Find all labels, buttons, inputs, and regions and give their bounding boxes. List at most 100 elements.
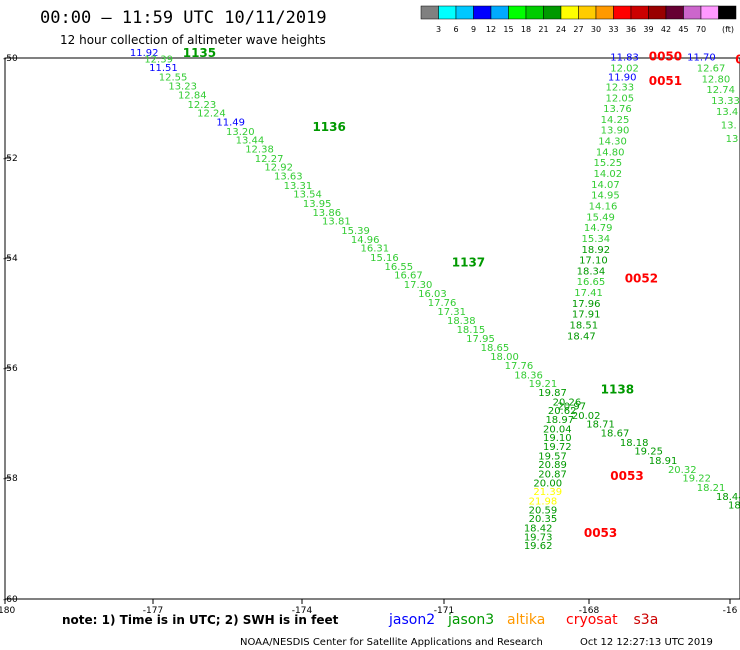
colorbar-tick-label: 3: [436, 25, 441, 34]
swh-value-label: 19.57: [538, 451, 567, 462]
swh-value-label: 11.70: [687, 53, 716, 64]
pass-number-label: 1135: [183, 46, 216, 60]
swh-value-label: 12.39: [144, 54, 173, 65]
swh-value-label: 19.21: [529, 379, 558, 390]
swh-value-label: 12.80: [702, 74, 731, 85]
colorbar-tick-label: 30: [591, 25, 601, 34]
colorbar-tick-label: 18: [521, 25, 531, 34]
track-1135-1138: 11.9212.3911.5112.5513.2312.8412.2312.24…: [130, 48, 740, 512]
pass-number-label: 0: [735, 52, 740, 66]
footer-credit: NOAA/NESDIS Center for Satellite Applica…: [240, 637, 543, 648]
page-subtitle: 12 hour collection of altimeter wave hei…: [60, 33, 326, 47]
colorbar-swatch: [683, 5, 702, 20]
swh-value-label: 18.00: [490, 352, 519, 363]
swh-value-label: 18.97: [545, 415, 574, 426]
colorbar-swatch: [595, 5, 614, 20]
swh-value-label: 18.65: [481, 343, 510, 354]
swh-value-label: 17.76: [505, 361, 534, 372]
swh-value-label: 14.16: [589, 201, 618, 212]
swh-value-label: 13.86: [312, 208, 341, 219]
swh-value-label: 20.26: [553, 397, 582, 408]
satellite-legend: jason2 jason3 altika cryosat s3a: [388, 612, 658, 628]
swh-value-label: 14.95: [591, 191, 620, 202]
swh-value-label: 17.41: [574, 288, 603, 299]
swh-value-label: 17.91: [572, 310, 601, 321]
swh-value-label: 18.42: [524, 523, 553, 534]
swh-value-label: 20.62: [548, 406, 577, 417]
swh-value-label: 20.02: [572, 411, 601, 422]
colorbar-tick-label: 70: [696, 25, 706, 34]
pass-number-label: 1137: [452, 255, 485, 269]
swh-value-label: 19.10: [543, 433, 572, 444]
swh-value-label: 19.25: [634, 447, 663, 458]
swh-value-label: 18.18: [620, 438, 649, 449]
y-tick-label: -52: [3, 154, 18, 164]
swh-value-label: 14.07: [591, 180, 620, 191]
swh-value-label: 12.23: [188, 100, 217, 111]
swh-value-label: 13.90: [601, 126, 630, 137]
legend-satellite-s3a: s3a: [634, 612, 659, 628]
swh-value-label: 18.51: [569, 321, 598, 332]
pass-number-label: 0053: [584, 526, 617, 540]
swh-value-label: 14.30: [598, 137, 627, 148]
colorbar-swatch: [525, 5, 544, 20]
colorbar-tick-label: 36: [626, 25, 636, 34]
swh-value-label: 13.81: [322, 217, 351, 228]
footer-timestamp: Oct 12 12:27:13 UTC 2019: [580, 637, 713, 648]
swh-value-label: 12.74: [706, 85, 735, 96]
legend-satellite-jason2: jason2: [388, 612, 435, 628]
legend-satellite-jason3: jason3: [447, 612, 494, 628]
pass-number-label: 0052: [625, 272, 658, 286]
colorbar-swatch: [613, 5, 632, 20]
colorbar-tick-label: 6: [453, 25, 458, 34]
colorbar-tick-label: 24: [556, 25, 566, 34]
swh-value-label: 15.16: [370, 253, 399, 264]
y-tick-label: -60: [3, 595, 18, 605]
swh-value-label: 14.96: [351, 235, 380, 246]
colorbar-tick-label: 39: [643, 25, 653, 34]
swh-value-label: 14.79: [584, 223, 613, 234]
swh-value-label: 15.39: [341, 226, 370, 237]
x-tick-label: -16: [723, 606, 738, 616]
swh-value-label: 13.23: [168, 81, 197, 92]
swh-value-label: 18.36: [514, 370, 543, 381]
swh-value-label: 18.44: [716, 492, 740, 503]
swh-value-label: 12.55: [159, 73, 188, 84]
swh-value-label: 20.59: [529, 506, 558, 517]
colorbar-tick-label: 27: [573, 25, 583, 34]
x-tick-label: -177: [143, 606, 163, 616]
colorbar-swatch: [578, 5, 597, 20]
altimeter-tracks: 11.9212.3911.5112.5513.2312.8412.2312.24…: [130, 48, 740, 552]
swh-value-label: 20.32: [668, 465, 697, 476]
swh-value-label: 18.71: [586, 420, 615, 431]
swh-value-label: 19.87: [538, 388, 567, 399]
swh-value-label: 19.72: [543, 442, 572, 453]
colorbar-swatch: [438, 5, 457, 20]
swh-value-label: 12.84: [178, 91, 207, 102]
swh-value-label: 12.24: [197, 108, 226, 119]
swh-value-label: 18.67: [601, 429, 630, 440]
swh-value-label: 14.25: [601, 115, 630, 126]
swh-value-label: 17.76: [428, 298, 457, 309]
swh-value-label: 13.76: [603, 104, 632, 115]
swh-value-label: 20.04: [543, 424, 572, 435]
swh-value-label: 20.00: [533, 478, 562, 489]
swh-value-label: 18.47: [567, 331, 596, 342]
x-tick-label: -180: [0, 606, 15, 616]
colorbar-swatch: [543, 5, 562, 20]
colorbar-tick-label: 21: [538, 25, 548, 34]
swh-value-label: 15.49: [586, 212, 615, 223]
swh-value-label: 13.4: [716, 107, 738, 118]
legend-satellite-altika: altika: [507, 612, 545, 628]
colorbar-tick-label: 15: [503, 25, 513, 34]
colorbar-tick-label: 9: [471, 25, 476, 34]
swh-value-label: 21.98: [529, 496, 558, 507]
swh-value-label: 19.22: [682, 474, 711, 485]
swh-value-label: 18.92: [581, 245, 610, 256]
swh-value-label: 11.83: [610, 53, 639, 64]
y-tick-label: -58: [3, 474, 18, 484]
page-title: 00:00 – 11:59 UTC 10/11/2019: [40, 8, 327, 28]
swh-value-label: 12.33: [605, 82, 634, 93]
